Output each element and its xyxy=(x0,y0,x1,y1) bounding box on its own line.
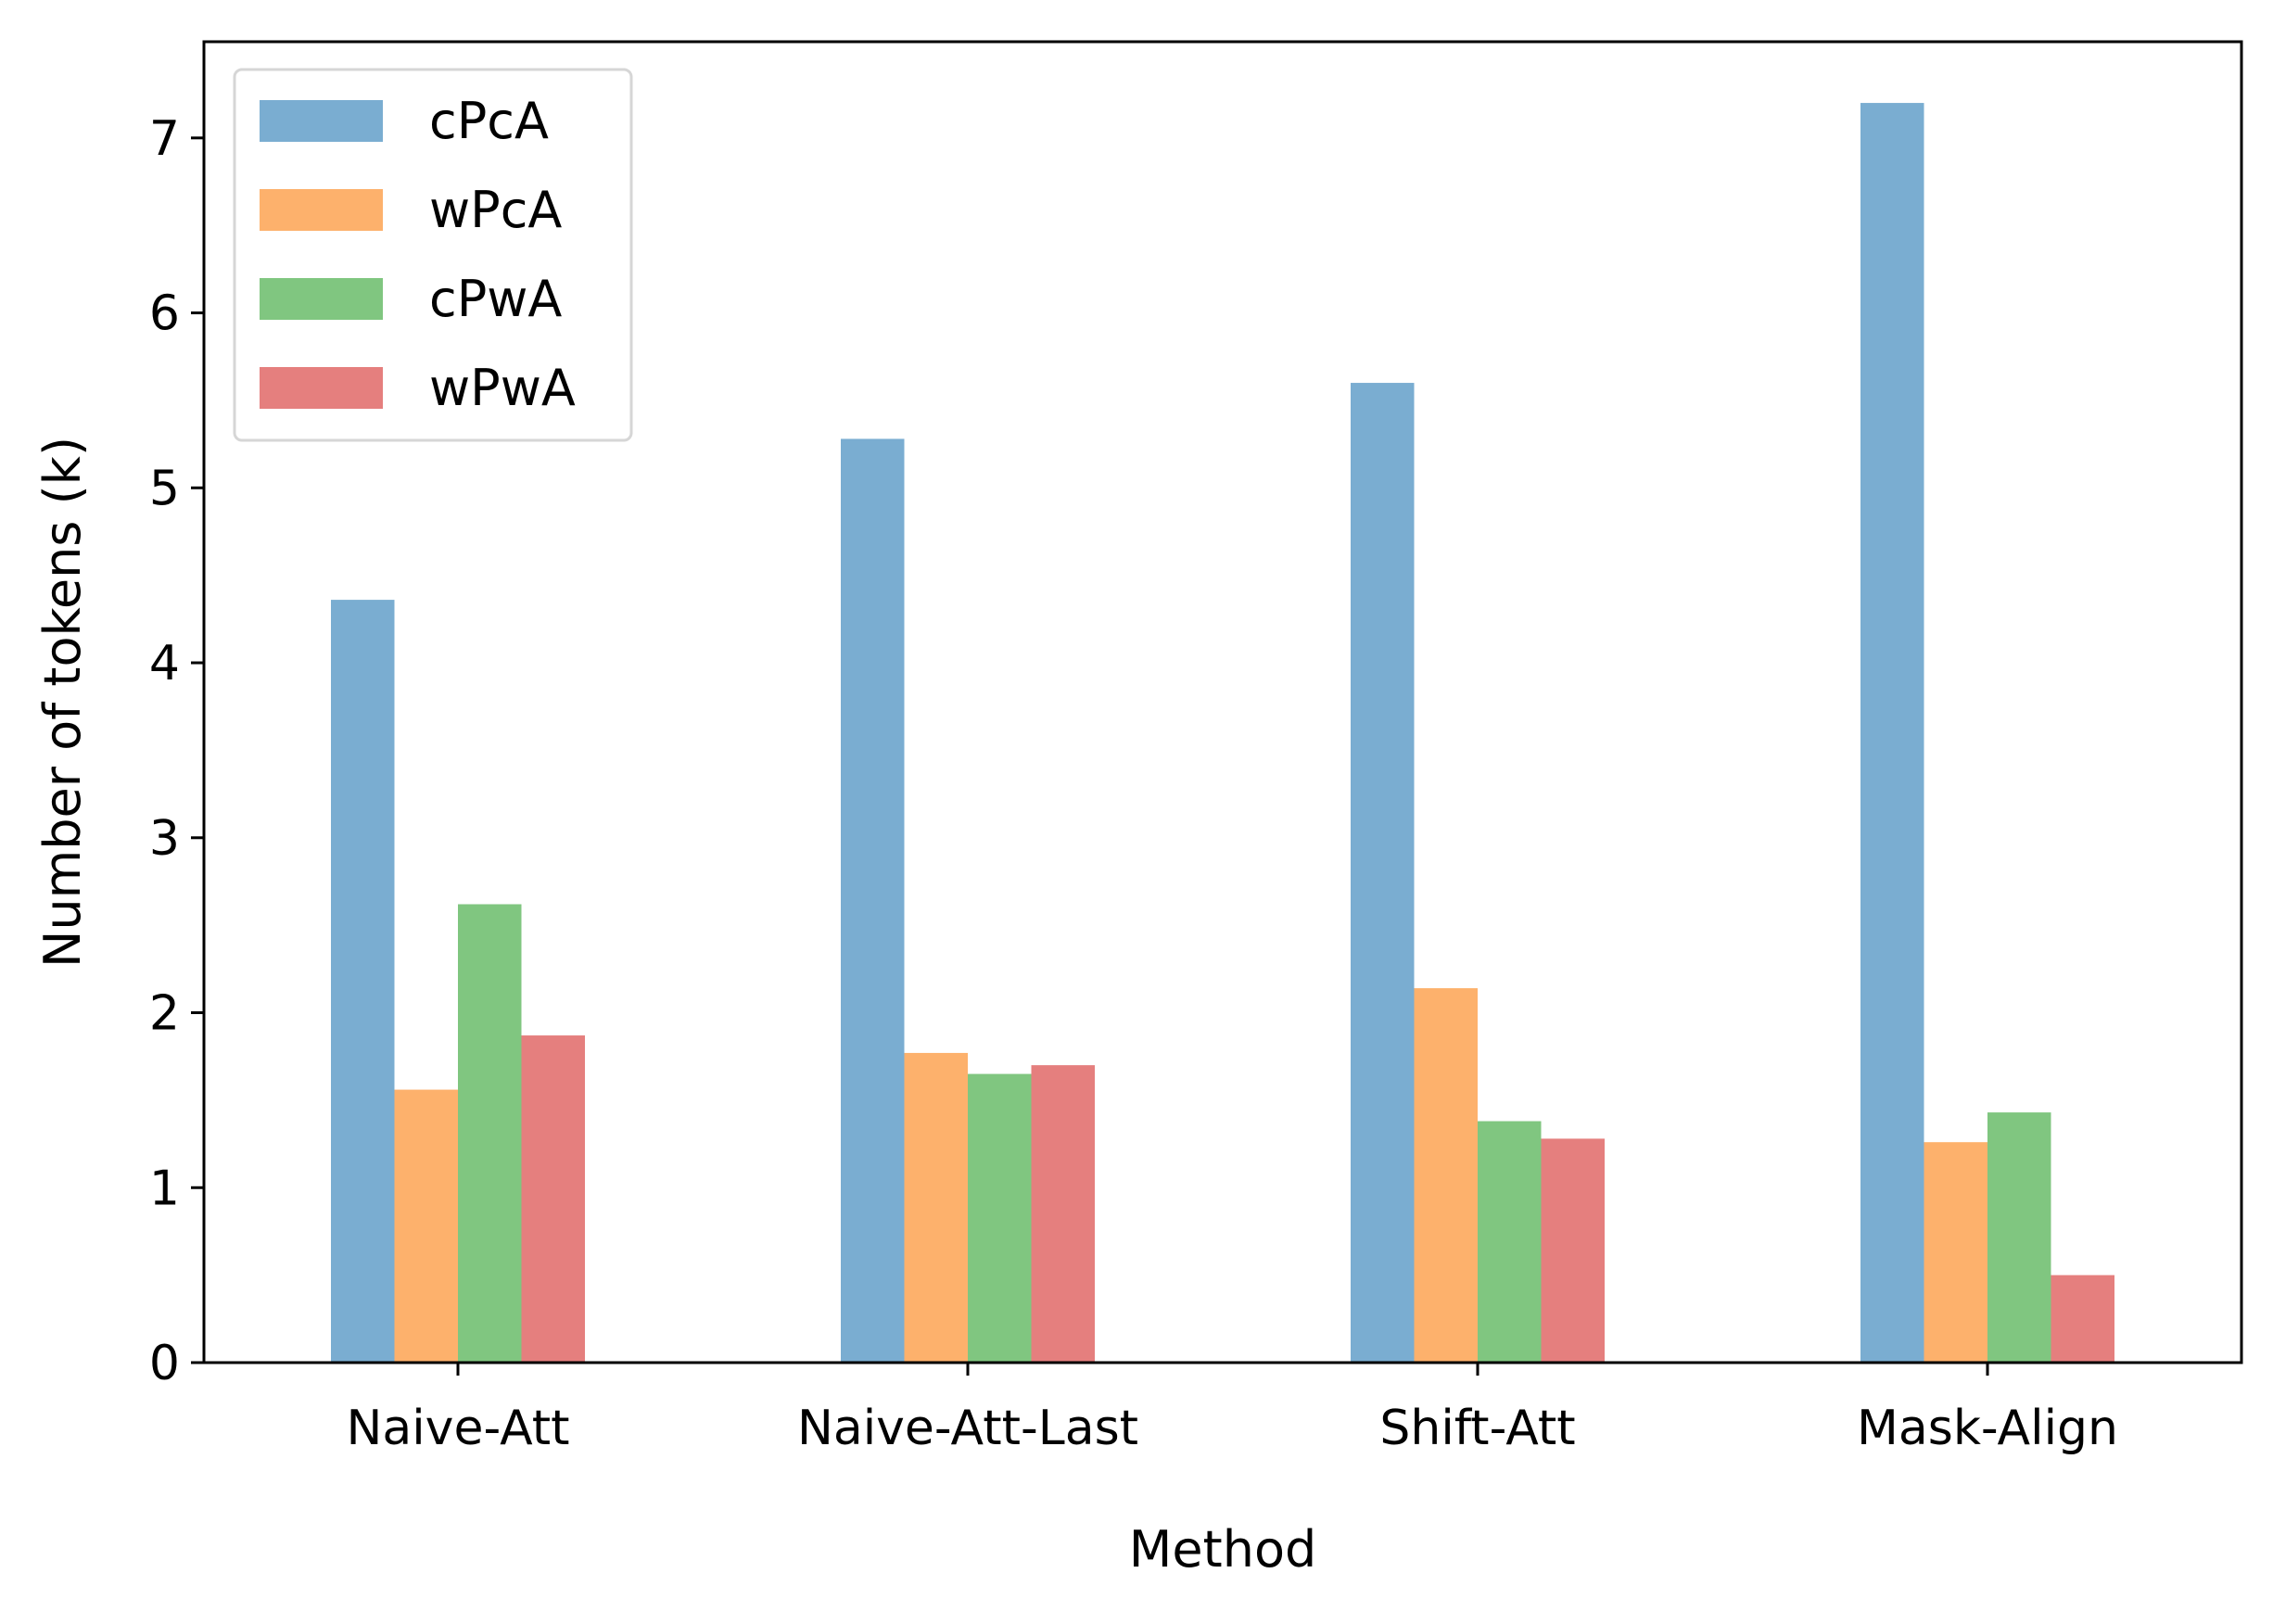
bar-cPwA-Mask-Align xyxy=(1987,1112,2051,1363)
y-tick-label: 3 xyxy=(149,811,180,867)
y-axis-title: Number of tokens (k) xyxy=(33,437,92,968)
y-tick-label: 4 xyxy=(149,636,180,691)
x-tick-label: Naive-Att-Last xyxy=(797,1401,1138,1456)
bar-cPwA-Shift-Att xyxy=(1478,1121,1542,1363)
y-tick-label: 2 xyxy=(149,986,180,1042)
legend-swatch-cPwA xyxy=(260,278,383,320)
bar-cPwA-Naive-Att xyxy=(458,904,522,1363)
y-axis: 0 1 2 3 4 5 6 7 xyxy=(149,111,204,1391)
legend-label-wPcA: wPcA xyxy=(429,181,562,239)
legend-label-cPcA: cPcA xyxy=(429,92,549,150)
y-tick-label: 1 xyxy=(149,1161,180,1216)
bar-cPcA-Mask-Align xyxy=(1860,103,1924,1364)
bar-cPwA-Naive-Att-Last xyxy=(968,1073,1032,1363)
x-tick-label: Naive-Att xyxy=(346,1401,569,1456)
bar-wPcA-Shift-Att xyxy=(1414,988,1478,1363)
bar-cPcA-Naive-Att xyxy=(331,600,395,1363)
x-axis: Naive-Att Naive-Att-Last Shift-Att Mask-Ali… xyxy=(346,1363,2118,1456)
bar-wPwA-Mask-Align xyxy=(2051,1275,2114,1363)
bar-wPcA-Naive-Att-Last xyxy=(904,1052,968,1363)
x-axis-title: Method xyxy=(1129,1520,1317,1579)
bar-cPcA-Naive-Att-Last xyxy=(841,438,905,1363)
y-tick-label: 5 xyxy=(149,461,180,516)
bar-cPcA-Shift-Att xyxy=(1351,383,1415,1363)
bar-wPwA-Naive-Att-Last xyxy=(1031,1065,1095,1363)
y-tick-label: 6 xyxy=(149,286,180,342)
legend-box xyxy=(233,68,633,442)
bar-wPwA-Naive-Att xyxy=(521,1035,585,1363)
legend: cPcA wPcA cPwA wPwA xyxy=(233,68,633,442)
plot-frame xyxy=(202,40,2243,1364)
bar-wPcA-Naive-Att xyxy=(394,1089,458,1363)
x-tick-label: Shift-Att xyxy=(1379,1401,1575,1456)
bars-group xyxy=(331,103,2114,1364)
legend-label-wPwA: wPwA xyxy=(429,359,576,417)
legend-swatch-wPcA xyxy=(260,189,383,231)
legend-swatch-cPcA xyxy=(260,100,383,142)
bar-wPcA-Mask-Align xyxy=(1924,1142,1987,1363)
y-tick-label: 0 xyxy=(149,1336,180,1391)
legend-label-cPwA: cPwA xyxy=(429,270,562,328)
x-tick-label: Mask-Align xyxy=(1857,1401,2118,1456)
y-tick-label: 7 xyxy=(149,111,180,167)
legend-swatch-wPwA xyxy=(260,367,383,409)
bar-wPwA-Shift-Att xyxy=(1541,1138,1605,1363)
